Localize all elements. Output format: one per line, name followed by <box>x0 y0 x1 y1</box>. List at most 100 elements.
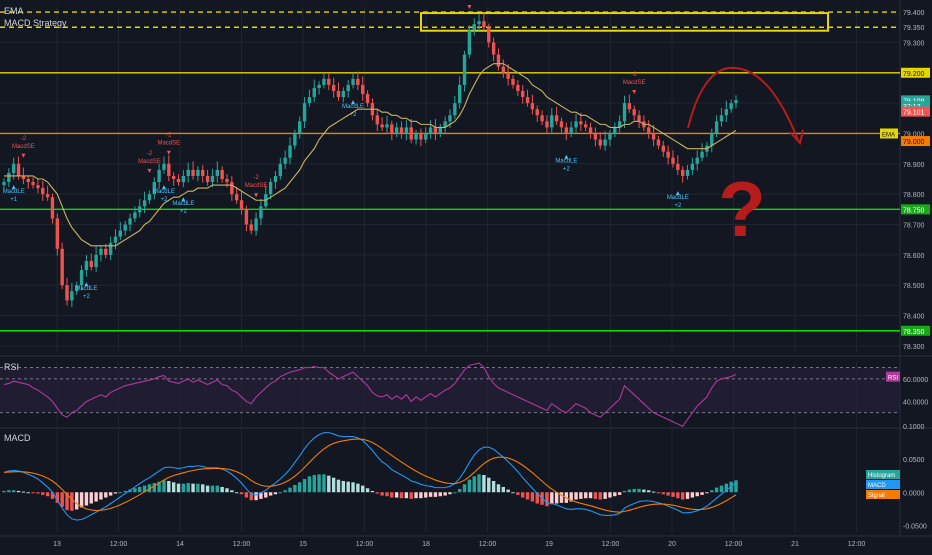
strategy-legend[interactable]: MACD Strategy <box>4 18 67 28</box>
candle-body <box>31 182 35 186</box>
macd-histogram-bar <box>21 491 26 493</box>
candle-body <box>181 175 186 183</box>
signal-label: MacdSE <box>12 144 35 150</box>
candle-body <box>613 127 617 134</box>
macd-histogram-bar <box>186 482 190 493</box>
candle-body <box>79 270 84 286</box>
signal-size: +2 <box>563 167 571 173</box>
candle-body <box>312 87 316 98</box>
candle-body <box>593 133 598 140</box>
time-axis-tick: 21 <box>791 541 799 548</box>
macd-histogram-bar <box>603 492 607 499</box>
short-arrow-icon <box>467 5 472 10</box>
candle-body <box>346 84 350 91</box>
macd-histogram-bar <box>346 481 350 493</box>
macd-histogram-bar <box>569 492 573 502</box>
time-axis-tick: 12:00 <box>356 541 374 548</box>
candle-body <box>462 54 467 85</box>
signal-label: MacdLE <box>667 195 689 201</box>
candle-body <box>680 169 685 176</box>
candle-body <box>574 121 578 128</box>
signal-label: MacdLE <box>172 201 194 207</box>
macd-histogram-bar <box>627 489 632 493</box>
candle-body <box>41 188 45 195</box>
short-arrow-icon <box>632 90 637 95</box>
macd-histogram-bar <box>642 489 646 493</box>
signal-label: MacdSE <box>138 159 161 165</box>
candle-body <box>424 133 428 140</box>
candle-body <box>521 90 525 98</box>
candle-body <box>220 169 224 179</box>
rsi-legend[interactable]: RSI <box>4 362 20 372</box>
candle-body <box>438 127 442 134</box>
candle-body <box>351 78 355 85</box>
candle-body <box>457 84 462 104</box>
macd-histogram-bar <box>157 481 161 493</box>
candle-body <box>661 145 665 152</box>
time-axis-tick: 19 <box>545 541 553 548</box>
macd-legend[interactable]: MACD <box>4 433 31 443</box>
macd-histogram-bar <box>710 490 714 493</box>
macd-histogram-bar <box>336 479 341 493</box>
time-axis-tick: 13 <box>53 541 61 548</box>
price-axis-tick: 79.000 <box>903 139 925 146</box>
short-arrow-icon <box>147 168 152 173</box>
price-axis-tick: 78.900 <box>903 162 925 169</box>
macd-histogram-bar <box>525 492 530 500</box>
candle-body <box>16 163 21 176</box>
macd-histogram-bar <box>26 492 30 494</box>
macd-histogram-bar <box>419 492 423 499</box>
macd-histogram-bar <box>462 484 467 493</box>
candle-body <box>341 90 346 98</box>
axis-layer: 79.40079.35079.30079.20079.10937:1779.10… <box>53 10 930 548</box>
macd-histogram-bar <box>467 479 472 493</box>
macd-histogram-bar <box>617 492 622 495</box>
macd-histogram-bar <box>79 492 84 508</box>
candle-body <box>278 163 283 176</box>
candle-body <box>94 254 98 268</box>
price-axis-badge <box>901 136 930 147</box>
macd-histogram-bar <box>365 488 370 493</box>
macd-histogram-bar <box>734 480 738 493</box>
macd-histogram-bar <box>719 485 724 493</box>
projection-arrowhead-icon <box>789 129 804 146</box>
macd-histogram-bar <box>409 492 413 499</box>
macd-histogram-bar <box>268 492 273 496</box>
macd-histogram-bar <box>487 477 491 493</box>
candle-body <box>322 78 326 85</box>
candle-body <box>453 103 457 116</box>
candle-body <box>186 169 190 176</box>
candle-body <box>201 169 205 176</box>
rsi-axis-badge <box>886 371 900 382</box>
candle-body <box>404 127 409 134</box>
time-axis-tick: 12:00 <box>233 541 251 548</box>
macd-axis-badge <box>866 490 900 499</box>
macd-histogram-bar <box>545 492 549 507</box>
short-arrow-icon <box>166 150 171 155</box>
grid-layer <box>0 0 932 537</box>
rsi-axis-tick: 40.0000 <box>903 399 928 406</box>
macd-histogram-bar <box>656 492 661 494</box>
candle-body <box>157 169 161 183</box>
ema-legend[interactable]: EMA <box>4 6 24 16</box>
signal-size: +2 <box>674 203 682 209</box>
candle-body <box>147 194 152 201</box>
candle-body <box>647 127 651 134</box>
candle-body <box>734 100 738 104</box>
time-axis-tick: 15 <box>299 541 307 548</box>
signal-label: MacdSE <box>245 183 268 189</box>
macd-histogram-bar <box>453 492 457 494</box>
macd-histogram-bar <box>550 492 554 505</box>
candle-body <box>89 260 93 268</box>
candle-body <box>167 163 171 176</box>
macd-histogram-bar <box>317 474 321 493</box>
macd-histogram-bar <box>298 482 302 493</box>
macd-histogram-bar <box>394 492 399 498</box>
macd-histogram-bar <box>162 480 166 493</box>
macd-histogram-bar <box>671 492 675 497</box>
signal-label: MacdLE <box>153 189 175 195</box>
macd-histogram-bar <box>264 492 268 498</box>
candle-body <box>361 84 365 95</box>
